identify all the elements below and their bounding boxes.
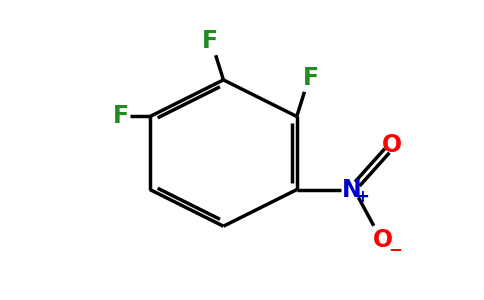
Text: F: F: [113, 104, 129, 128]
Text: −: −: [388, 240, 402, 258]
Text: +: +: [355, 188, 369, 206]
Text: O: O: [382, 133, 402, 157]
Text: F: F: [302, 66, 318, 90]
Text: O: O: [373, 228, 393, 252]
Text: F: F: [201, 29, 218, 53]
Text: N: N: [342, 178, 362, 202]
